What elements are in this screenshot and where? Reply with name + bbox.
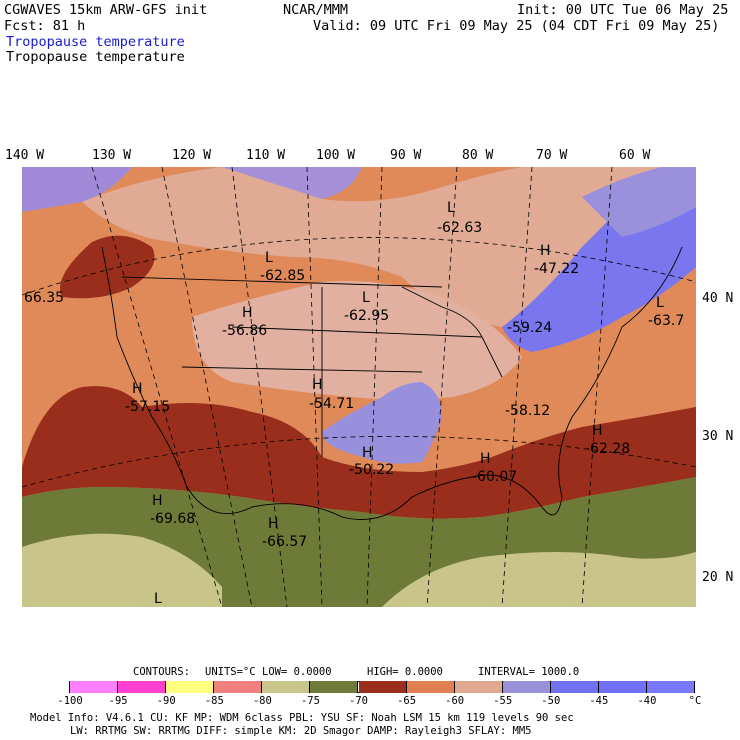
colorbar-swatch: [22, 681, 71, 693]
high-marker: H: [480, 451, 491, 467]
extremum-value: -57.15: [125, 399, 170, 415]
tropopause-temperature-map: L -62.63 H -47.22 L -62.85 66.35 H -56.86 L -62.95…: [22, 167, 696, 607]
colorbar-tick-label: -65: [397, 695, 417, 707]
model-title: CGWAVES 15km ARW-GFS init: [4, 2, 208, 18]
colorbar-tick-label: °C: [688, 695, 702, 707]
lat-label: 40 N: [702, 291, 734, 306]
low-marker: L: [362, 290, 370, 306]
high-marker: H: [152, 493, 163, 509]
colorbar-swatch: [598, 681, 647, 693]
colorbar-swatch: [502, 681, 551, 693]
init-time: Init: 00 UTC Tue 06 May 25: [517, 2, 729, 18]
lon-label: 130 W: [92, 148, 132, 163]
lon-label: 140 W: [5, 148, 45, 163]
extremum-value: -62.28: [585, 441, 630, 457]
extremum-value: -69.68: [150, 511, 195, 527]
extremum-value: -47.22: [534, 261, 579, 277]
extremum-value: -59.24: [507, 320, 552, 336]
extremum-value: -63.7: [648, 313, 684, 329]
colorbar-swatch: [214, 681, 263, 693]
extremum-value: -54.71: [309, 396, 354, 412]
colorbar-tick-label: -95: [108, 695, 128, 707]
high-marker: H: [362, 445, 373, 461]
colorbar-tick-label: -75: [300, 695, 320, 707]
colorbar-tick-label: -100: [57, 695, 83, 707]
extremum-value: -58.12: [505, 403, 550, 419]
extremum-value: -62.95: [344, 308, 389, 324]
contours-label: CONTOURS:: [133, 666, 190, 678]
high-marker: H: [592, 423, 603, 439]
extremum-value: -62.63: [437, 220, 482, 236]
colorbar-swatch: [406, 681, 455, 693]
lon-label: 120 W: [172, 148, 212, 163]
lat-label: 20 N: [702, 570, 734, 585]
lon-label: 100 W: [316, 148, 356, 163]
high-marker: H: [132, 381, 143, 397]
colorbar-tick-label: -55: [493, 695, 513, 707]
high-marker: H: [312, 377, 323, 393]
colorbar-tick-label: -50: [541, 695, 561, 707]
colorbar-swatch: [646, 681, 695, 693]
org-label: NCAR/MMM: [283, 2, 349, 18]
extremum-value: -60.07: [472, 469, 517, 485]
colorbar-swatch: [118, 681, 167, 693]
high-label: HIGH= 0.0000: [367, 666, 443, 678]
field-title-primary: Tropopause temperature: [6, 34, 185, 50]
extremum-value: 66.35: [24, 290, 64, 306]
lon-label: 60 W: [619, 148, 651, 163]
colorbar-swatch: [310, 681, 359, 693]
lat-label: 30 N: [702, 429, 734, 444]
colorbar-tick-label: -85: [204, 695, 224, 707]
colorbar-swatch: [262, 681, 311, 693]
low-marker: L: [447, 200, 455, 216]
colorbar-swatch: [454, 681, 503, 693]
forecast-hour: Fcst: 81 h: [4, 18, 86, 34]
lon-label: 90 W: [390, 148, 422, 163]
low-marker: L: [154, 591, 162, 607]
valid-time: Valid: 09 UTC Fri 09 May 25 (04 CDT Fri …: [313, 18, 720, 34]
low-marker: L: [265, 250, 273, 266]
model-info-line-2: LW: RRTMG SW: RRTMG DIFF: simple KM: 2D …: [70, 725, 532, 737]
extremum-value: -56.86: [222, 323, 267, 339]
high-marker: H: [540, 243, 551, 259]
colorbar-tick-label: -45: [589, 695, 609, 707]
low-marker: L: [656, 295, 664, 311]
extremum-value: -50.22: [349, 462, 394, 478]
colorbar-swatch: [166, 681, 215, 693]
colorbar-swatch: [358, 681, 407, 693]
lon-label: 110 W: [246, 148, 286, 163]
units-label: UNITS=°C: [205, 666, 256, 678]
colorbar-tick-label: -70: [349, 695, 368, 707]
colorbar-tick-label: -80: [252, 695, 272, 707]
colorbar-swatch: [550, 681, 599, 693]
low-label: LOW= 0.0000: [262, 666, 332, 678]
colorbar-swatch: [70, 681, 119, 693]
high-marker: H: [268, 516, 279, 532]
colorbar-tick-label: -60: [445, 695, 465, 707]
lon-label: 80 W: [462, 148, 494, 163]
extremum-value: -62.85: [260, 268, 305, 284]
model-info-line-1: Model Info: V4.6.1 CU: KF MP: WDM 6class…: [30, 712, 574, 724]
field-title-secondary: Tropopause temperature: [6, 49, 185, 65]
colorbar-tick-label: -40: [637, 695, 657, 707]
lon-label: 70 W: [536, 148, 568, 163]
high-marker: H: [242, 305, 253, 321]
extremum-value: -66.57: [262, 534, 307, 550]
colorbar-tick-label: -90: [156, 695, 176, 707]
interval-label: INTERVAL= 1000.0: [478, 666, 580, 678]
